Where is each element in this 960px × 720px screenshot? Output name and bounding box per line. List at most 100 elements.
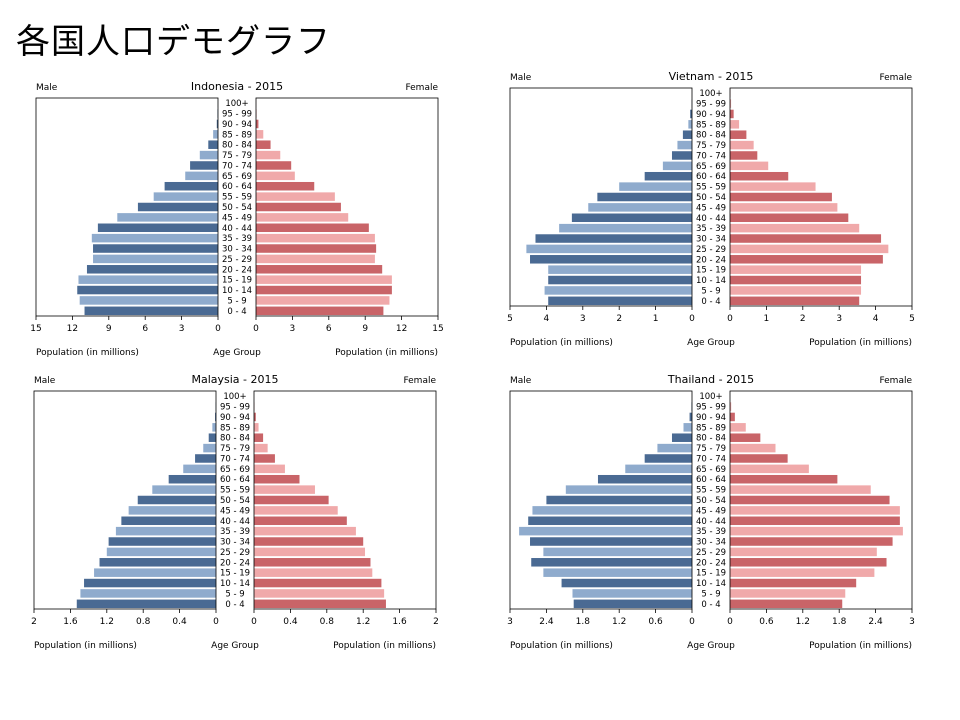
female-plot-frame [253, 390, 437, 610]
age-group-label: 80 - 84 [222, 141, 252, 151]
male-bar-75-79 [199, 150, 218, 160]
female-bar-35-39 [730, 526, 903, 536]
female-tick-label: 2 [800, 314, 806, 324]
female-axis-label: Population (in millions) [335, 348, 438, 358]
male-tick-label: 9 [106, 324, 112, 334]
age-group-label: 5 - 9 [227, 296, 246, 306]
female-tick-label: 3 [909, 617, 915, 627]
female-bar-25-29 [730, 244, 889, 254]
age-group-label: 35 - 39 [220, 527, 250, 537]
male-bar-85-89 [212, 423, 216, 432]
age-group-label: 70 - 74 [696, 151, 726, 161]
female-bar-90-94 [256, 119, 259, 129]
male-bar-80-84 [671, 433, 692, 442]
female-tick-label: 5 [909, 314, 915, 324]
age-group-label: 65 - 69 [696, 162, 726, 172]
age-group-axis-label: Age Group [687, 338, 735, 348]
male-bar-70-74 [644, 454, 692, 463]
female-tick-label: 1.6 [392, 617, 407, 627]
age-group-label: 15 - 19 [696, 569, 726, 579]
male-bar-50-54 [597, 192, 692, 202]
male-bar-55-59 [153, 192, 218, 201]
age-group-label: 40 - 44 [696, 517, 726, 527]
female-bar-50-54 [730, 495, 890, 505]
female-tick-label: 6 [326, 324, 332, 334]
age-group-axis-label: Age Group [213, 348, 261, 358]
male-bar-75-79 [657, 443, 692, 453]
age-group-label: 10 - 14 [696, 276, 726, 286]
male-bar-80-84 [682, 130, 692, 139]
male-bar-10-14 [548, 275, 692, 285]
male-bar-55-59 [565, 485, 692, 494]
female-bar-15-19 [730, 265, 862, 274]
female-bar-60-64 [254, 474, 300, 484]
age-group-label: 25 - 29 [222, 255, 252, 265]
age-group-label: 90 - 94 [696, 413, 726, 423]
female-plot-frame [729, 87, 913, 307]
age-group-label: 15 - 19 [220, 569, 250, 579]
age-group-label: 70 - 74 [220, 454, 250, 464]
slide-title: 各国人口デモグラフ [16, 22, 331, 62]
male-bar-20-24 [530, 255, 692, 264]
male-axis-label: Population (in millions) [510, 338, 613, 348]
male-bar-40-44 [97, 223, 218, 233]
female-bar-40-44 [730, 516, 900, 526]
female-tick-label: 0 [253, 324, 259, 334]
female-tick-label: 1.2 [796, 617, 810, 627]
age-group-label: 25 - 29 [696, 548, 726, 558]
male-bar-65-69 [183, 464, 216, 474]
male-bar-45-49 [117, 213, 218, 222]
age-group-label: 75 - 79 [220, 444, 250, 454]
female-bar-5-9 [730, 286, 862, 295]
male-tick-label: 2 [31, 617, 37, 627]
male-label: Male [34, 376, 56, 386]
male-bar-55-59 [619, 182, 692, 191]
male-bar-60-64 [597, 474, 692, 484]
male-bar-30-34 [535, 234, 692, 243]
female-bar-15-19 [254, 568, 373, 577]
age-group-label: 85 - 89 [222, 130, 252, 140]
male-bar-60-64 [164, 181, 218, 191]
female-bar-10-14 [730, 275, 862, 285]
male-bar-35-39 [91, 233, 218, 243]
female-tick-label: 3 [290, 324, 296, 334]
male-tick-label: 3 [507, 617, 513, 627]
age-group-label: 50 - 54 [696, 496, 726, 506]
female-bar-15-19 [730, 568, 875, 577]
female-tick-label: 9 [362, 324, 368, 334]
female-plot-frame [729, 390, 913, 610]
male-bar-90-94 [689, 412, 692, 422]
male-bar-25-29 [106, 547, 216, 557]
male-bar-30-34 [530, 537, 692, 546]
age-group-label: 85 - 89 [220, 423, 250, 433]
female-plot-frame [255, 97, 439, 317]
female-tick-label: 3 [836, 314, 842, 324]
female-bar-25-29 [730, 547, 877, 557]
male-plot-frame [509, 390, 693, 610]
male-plot-frame [509, 87, 693, 307]
female-bar-15-19 [256, 275, 392, 284]
male-bar-30-34 [108, 537, 216, 546]
female-bar-40-44 [730, 213, 849, 223]
male-bar-50-54 [137, 495, 216, 505]
age-group-label: 35 - 39 [696, 527, 726, 537]
male-tick-label: 3 [179, 324, 185, 334]
female-bar-30-34 [254, 537, 364, 546]
male-bar-0-4 [573, 599, 692, 609]
male-tick-label: 1.6 [63, 617, 78, 627]
age-group-label: 0 - 4 [227, 307, 246, 317]
age-group-label: 15 - 19 [222, 276, 252, 286]
female-bar-0-4 [730, 296, 860, 306]
age-group-label: 25 - 29 [220, 548, 250, 558]
female-label: Female [403, 376, 436, 386]
male-bar-25-29 [93, 254, 218, 264]
female-bar-50-54 [254, 495, 329, 505]
female-bar-70-74 [730, 454, 788, 463]
male-bar-40-44 [121, 516, 216, 526]
age-group-label: 65 - 69 [222, 172, 252, 182]
male-bar-10-14 [77, 285, 219, 295]
male-tick-label: 5 [507, 314, 513, 324]
female-bar-85-89 [730, 423, 746, 432]
male-bar-10-14 [561, 578, 692, 588]
male-bar-80-84 [208, 140, 218, 149]
